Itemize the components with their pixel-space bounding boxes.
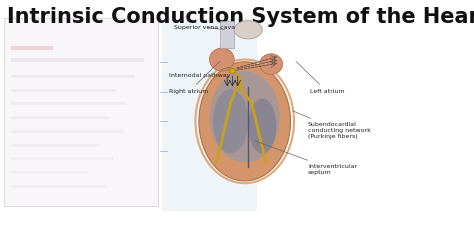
FancyBboxPatch shape xyxy=(10,185,106,188)
FancyBboxPatch shape xyxy=(10,157,113,160)
Text: Intrinsic Conduction System of the Heart: Intrinsic Conduction System of the Heart xyxy=(7,7,474,27)
FancyBboxPatch shape xyxy=(10,130,123,133)
Circle shape xyxy=(229,69,236,73)
Text: Superior vena cava: Superior vena cava xyxy=(174,25,236,30)
Text: Internodal pathway: Internodal pathway xyxy=(169,67,230,78)
Text: Interventricular
septum: Interventricular septum xyxy=(255,141,357,175)
FancyBboxPatch shape xyxy=(10,58,145,62)
FancyBboxPatch shape xyxy=(3,18,158,206)
Ellipse shape xyxy=(199,62,291,181)
FancyBboxPatch shape xyxy=(10,102,127,105)
Ellipse shape xyxy=(210,71,280,163)
Ellipse shape xyxy=(210,48,234,71)
FancyBboxPatch shape xyxy=(10,116,109,119)
FancyBboxPatch shape xyxy=(10,46,53,50)
Text: Right atrium: Right atrium xyxy=(169,61,220,94)
Ellipse shape xyxy=(260,54,283,74)
FancyBboxPatch shape xyxy=(162,18,257,211)
FancyBboxPatch shape xyxy=(10,89,116,92)
FancyBboxPatch shape xyxy=(10,75,134,78)
FancyBboxPatch shape xyxy=(220,21,234,48)
Ellipse shape xyxy=(234,21,262,39)
Ellipse shape xyxy=(213,89,248,153)
Text: Subendocardial
conducting network
(Purkinje fibers): Subendocardial conducting network (Purki… xyxy=(293,111,371,139)
Ellipse shape xyxy=(248,98,276,153)
Text: Left atrium: Left atrium xyxy=(296,61,345,94)
FancyBboxPatch shape xyxy=(10,171,88,174)
FancyBboxPatch shape xyxy=(10,144,99,147)
